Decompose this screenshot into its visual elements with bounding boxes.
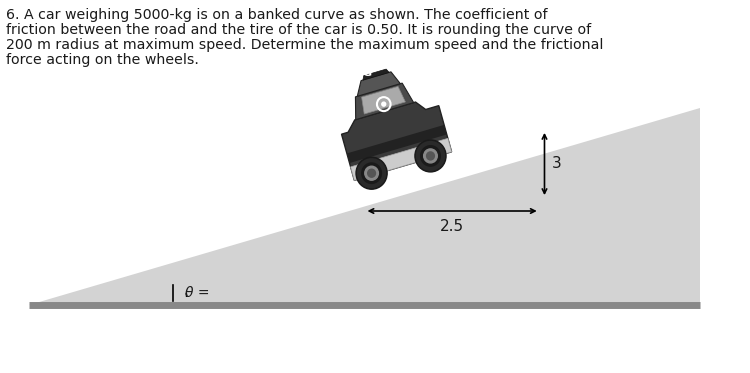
Text: 3: 3 — [552, 157, 562, 172]
Polygon shape — [363, 69, 389, 80]
Circle shape — [368, 169, 376, 177]
Polygon shape — [350, 138, 452, 181]
Polygon shape — [357, 72, 401, 96]
Text: 200 m radius at maximum speed. Determine the maximum speed and the frictional: 200 m radius at maximum speed. Determine… — [6, 38, 603, 52]
Text: G: G — [362, 68, 371, 78]
Text: 6. A car weighing 5000-kg is on a banked curve as shown. The coefficient of: 6. A car weighing 5000-kg is on a banked… — [6, 8, 548, 22]
Text: θ =: θ = — [184, 286, 209, 300]
Circle shape — [356, 157, 387, 189]
Circle shape — [427, 152, 434, 160]
Text: force acting on the wheels.: force acting on the wheels. — [6, 53, 199, 67]
Text: 2.5: 2.5 — [440, 219, 464, 234]
Polygon shape — [347, 125, 447, 163]
Polygon shape — [362, 87, 406, 114]
Polygon shape — [341, 102, 452, 181]
Polygon shape — [29, 108, 700, 305]
Circle shape — [364, 166, 379, 180]
Circle shape — [424, 149, 437, 163]
Circle shape — [382, 102, 386, 106]
Polygon shape — [356, 83, 414, 120]
Circle shape — [415, 140, 446, 172]
Text: friction between the road and the tire of the car is 0.50. It is rounding the cu: friction between the road and the tire o… — [6, 23, 591, 37]
